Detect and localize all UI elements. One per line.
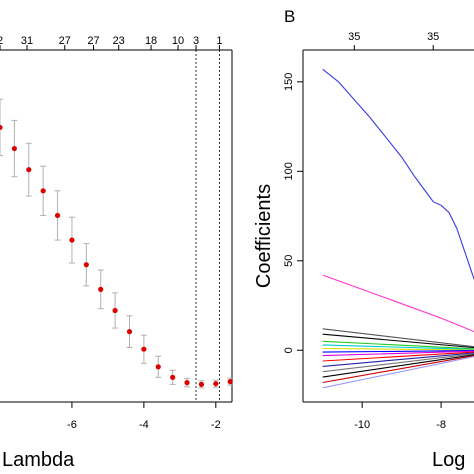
panel-a-x-tick-label: -4 bbox=[139, 419, 149, 431]
panel-a-point bbox=[155, 364, 161, 370]
panel-b-letter: B bbox=[284, 7, 295, 26]
panel-b-x-tick-label: -10 bbox=[354, 419, 370, 431]
panel-a-bottom-ticks: -6 -4 -2 bbox=[67, 402, 221, 431]
panel-a-top-tick-label: 1 bbox=[216, 35, 222, 47]
panel-b-y-ticks: 0 50 100 150 bbox=[283, 73, 303, 353]
panel-a-point bbox=[11, 145, 17, 152]
panel-a-point bbox=[54, 212, 61, 219]
panel-a-point bbox=[213, 381, 219, 387]
panel-a-reference-lines bbox=[195, 50, 220, 402]
panel-b-ylabel: Coefficients bbox=[253, 184, 275, 288]
panel-b: B 35 35 -10 -8 0 50 100 150 Coefficients Log bbox=[253, 7, 474, 471]
panel-b-bottom-ticks: -10 -8 bbox=[354, 402, 446, 431]
panel-a-point bbox=[26, 167, 32, 173]
panel-b-top-tick-label: 35 bbox=[427, 31, 439, 43]
panel-a-series bbox=[0, 98, 234, 389]
panel-a-point bbox=[198, 381, 205, 387]
panel-a-top-tick-label: 31 bbox=[21, 35, 33, 47]
panel-b-xlabel: Log bbox=[432, 449, 465, 471]
panel-a-top-tick-label: 27 bbox=[87, 35, 99, 47]
panel-a-point bbox=[227, 378, 233, 385]
panel-b-y-tick-label: 150 bbox=[283, 73, 295, 91]
panel-b-coefficient-path bbox=[322, 274, 474, 333]
panel-a-point bbox=[83, 262, 89, 268]
panel-a-top-tick-label: 27 bbox=[59, 35, 71, 47]
panel-a-top-ticks: 231272723181031 bbox=[0, 35, 222, 50]
panel-a-x-tick-label: -2 bbox=[211, 419, 221, 431]
panel-b-y-tick-label: 0 bbox=[283, 347, 295, 353]
panel-a-top-tick-label: 3 bbox=[193, 35, 199, 47]
panel-a-point bbox=[126, 329, 133, 335]
panel-a-point bbox=[141, 346, 147, 352]
panel-a-point bbox=[184, 380, 190, 386]
panel-a: 231272723181031 -6-4-2 Lambda bbox=[0, 35, 234, 471]
panel-a-xlabel: Lambda bbox=[2, 449, 75, 471]
panel-b-coefficient-path bbox=[322, 68, 474, 281]
panel-b-y-tick-label: 50 bbox=[283, 255, 295, 267]
panel-a-point bbox=[0, 124, 3, 131]
panel-a-top-tick-label: 10 bbox=[172, 35, 184, 47]
panel-a-point bbox=[98, 286, 104, 292]
panel-b-series bbox=[322, 68, 474, 389]
panel-a-top-tick-label: 18 bbox=[145, 35, 157, 47]
panel-a-point bbox=[112, 307, 118, 314]
panel-b-x-tick-label: -8 bbox=[436, 419, 446, 431]
panel-a-top-tick-label: 2 bbox=[0, 35, 3, 47]
panel-a-point bbox=[69, 237, 75, 243]
panel-a-point bbox=[40, 188, 46, 194]
panel-b-coefficient-path bbox=[322, 354, 474, 378]
panel-a-top-tick-label: 23 bbox=[113, 35, 125, 47]
panel-b-y-tick-label: 100 bbox=[283, 162, 295, 180]
panel-b-top-tick-label: 35 bbox=[348, 31, 360, 43]
panel-b-top-ticks: 35 35 bbox=[348, 31, 439, 50]
panel-a-point bbox=[170, 374, 176, 380]
panel-a-x-tick-label: -6 bbox=[67, 419, 77, 431]
